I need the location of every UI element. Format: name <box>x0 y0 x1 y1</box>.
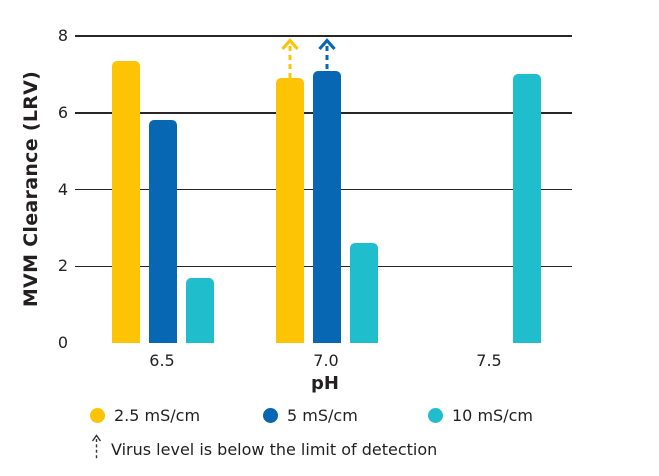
x-tick-label: 7.0 <box>313 351 339 370</box>
legend-item: 5 mS/cm <box>263 405 358 426</box>
legend-label: 2.5 mS/cm <box>114 406 201 425</box>
y-tick-label: 2 <box>57 256 68 276</box>
y-tick-label: 4 <box>57 179 68 199</box>
legend-dot-icon <box>428 408 443 423</box>
footnote-text: Virus level is below the limit of detect… <box>111 440 438 459</box>
legend-label: 10 mS/cm <box>452 406 533 425</box>
x-tick-label: 6.5 <box>149 351 175 370</box>
gridline <box>75 35 572 37</box>
below-detection-arrow-icon <box>318 38 336 71</box>
y-tick-label: 6 <box>57 102 68 122</box>
below-detection-arrow-icon <box>281 38 299 79</box>
legend-item: 2.5 mS/cm <box>90 405 200 426</box>
bar <box>513 74 541 343</box>
y-tick-label: 0 <box>57 333 68 352</box>
legend-item: 10 mS/cm <box>428 405 533 426</box>
bar <box>350 243 378 343</box>
x-tick-label: 7.5 <box>476 351 502 370</box>
bar <box>313 70 341 343</box>
legend-dot-icon <box>263 408 278 423</box>
x-axis-title: pH <box>311 373 339 394</box>
legend-label: 5 mS/cm <box>287 406 358 425</box>
bar <box>186 277 214 343</box>
y-tick-label: 8 <box>57 26 68 45</box>
bar <box>276 78 304 343</box>
bar <box>149 120 177 343</box>
bar <box>112 60 140 343</box>
legend-dot-icon <box>90 408 105 423</box>
detection-limit-arrow-icon <box>91 434 102 459</box>
